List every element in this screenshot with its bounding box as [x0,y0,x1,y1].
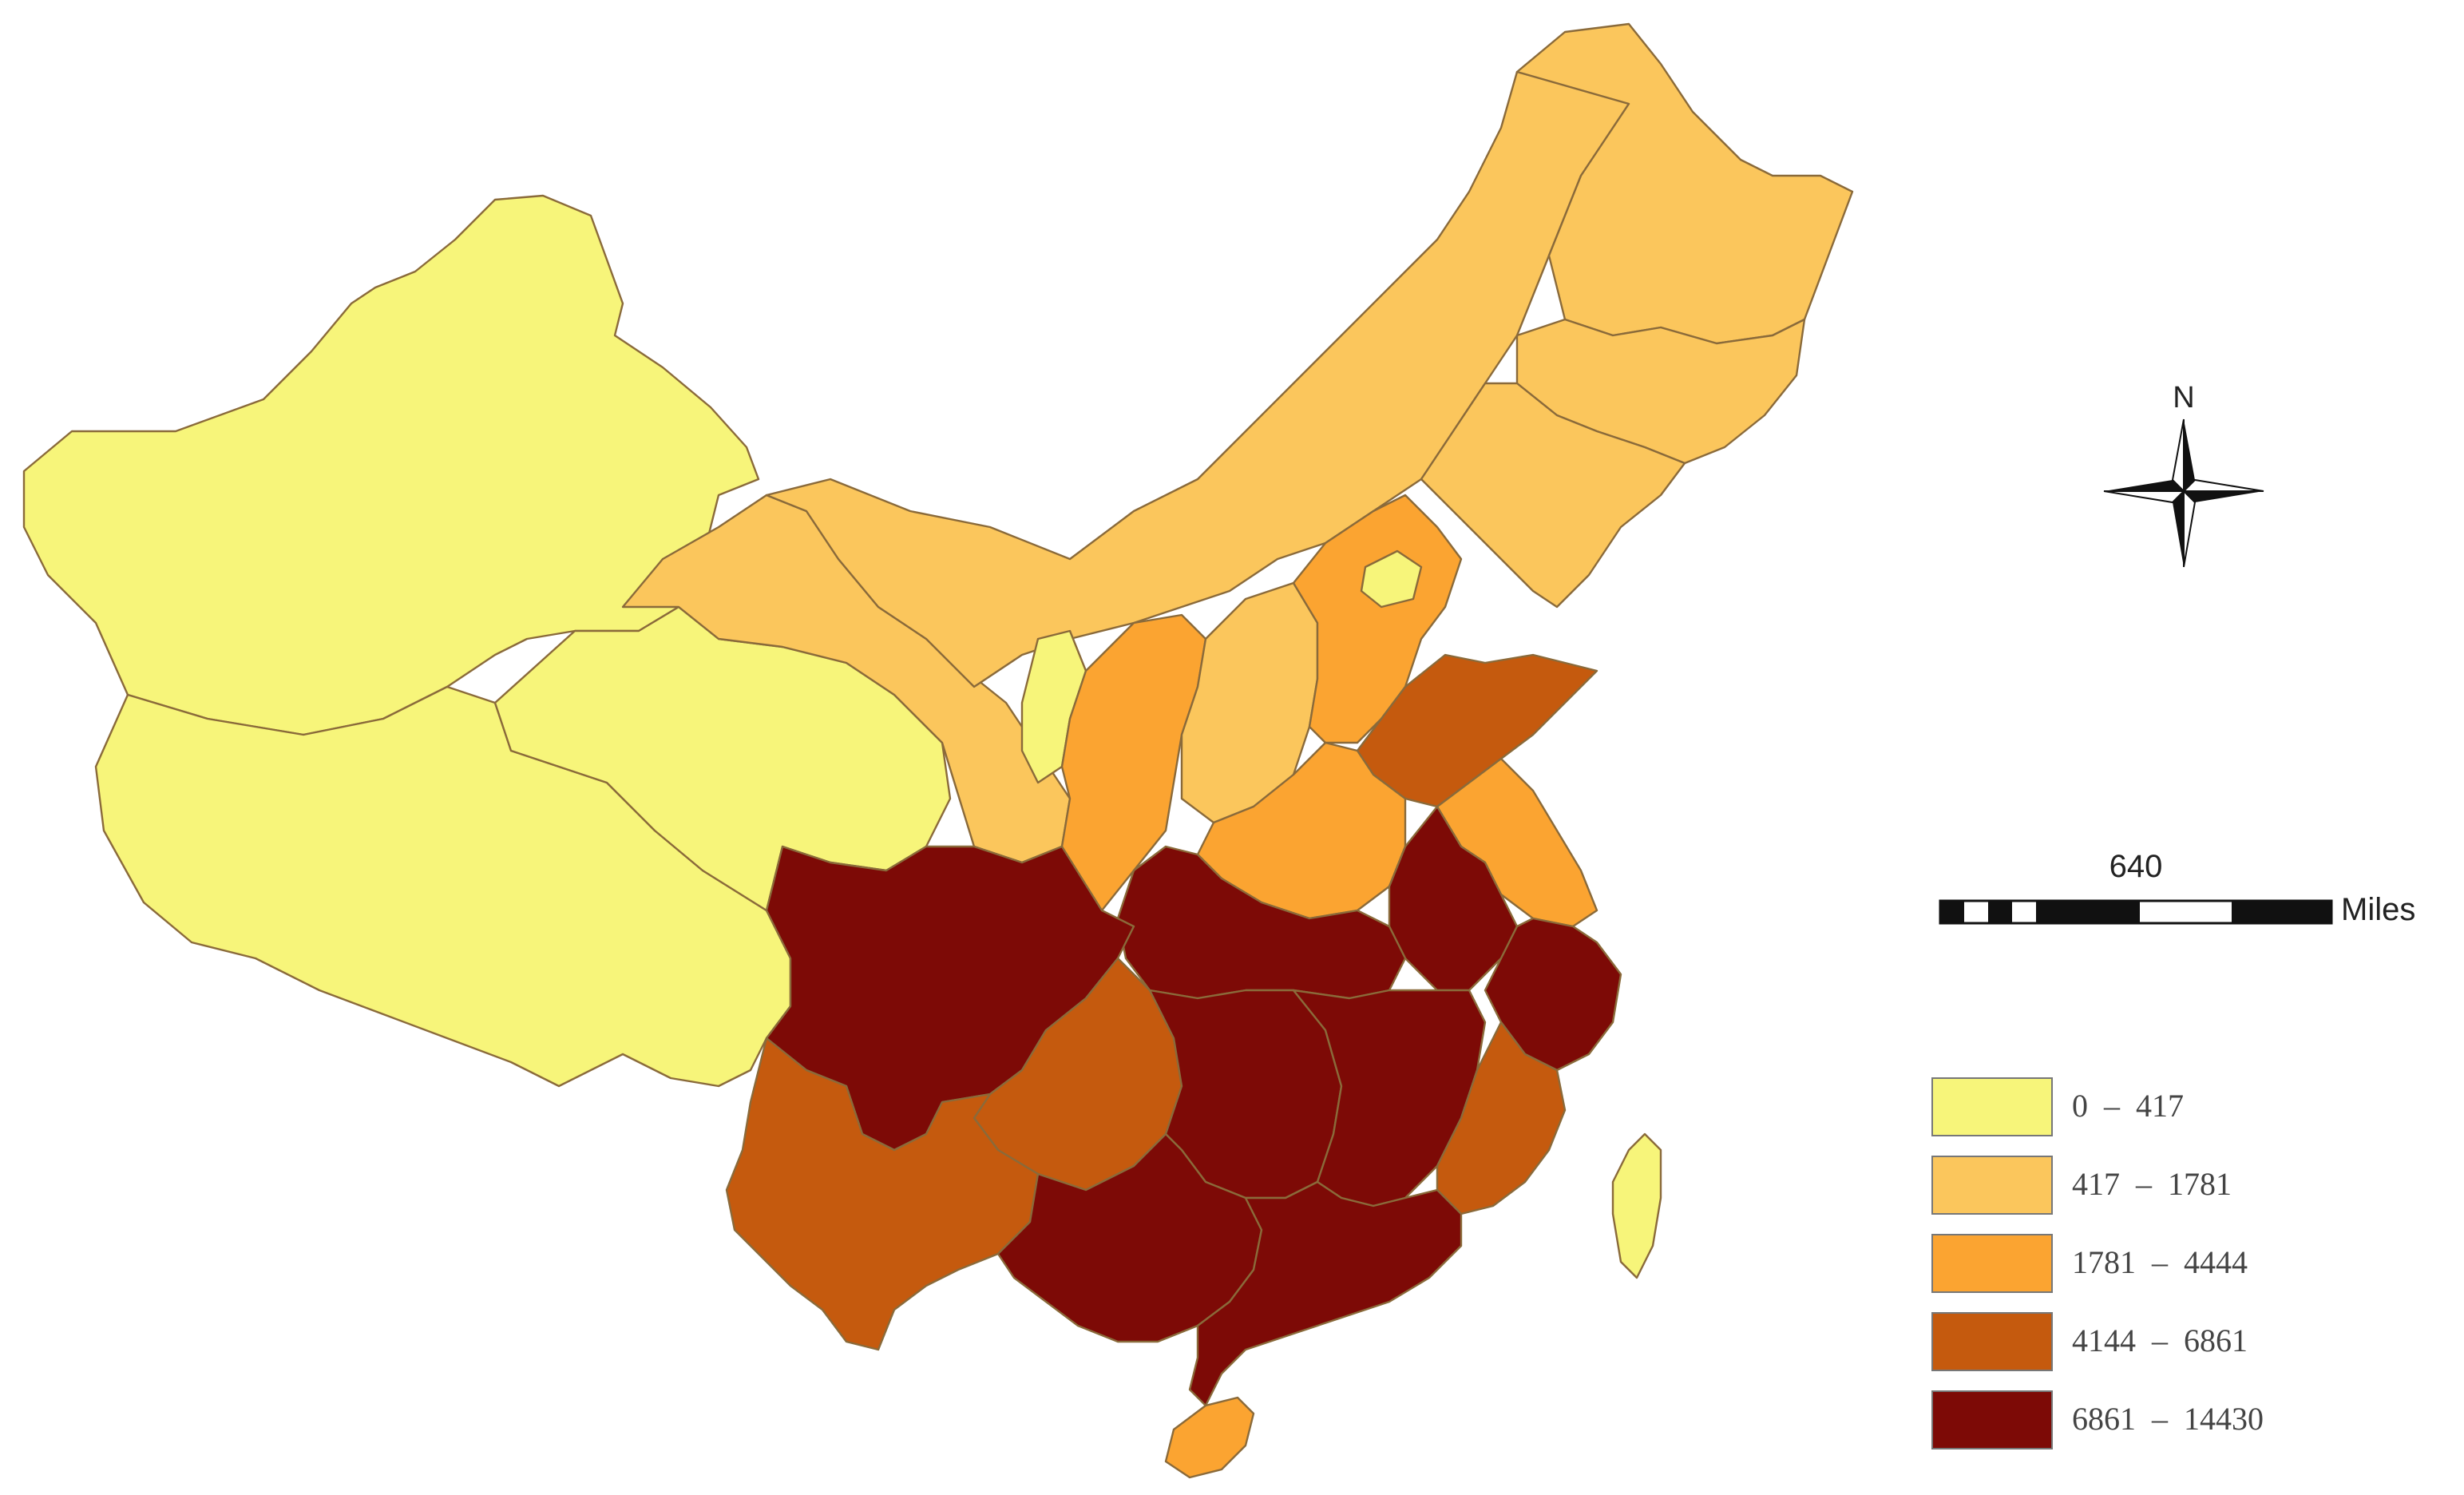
legend-label: 4144 – 6861 [2072,1322,2248,1358]
north-label: N [2173,381,2194,414]
scale-bar-unit: Miles [2341,892,2415,927]
legend-label: 1781 – 4444 [2072,1244,2248,1280]
region-beijing[interactable] [1360,549,1423,609]
scale-bar-value: 640 [2109,849,2163,884]
legend-swatch [1931,1312,2053,1371]
legend-item: 0 – 417 [1931,1077,2184,1136]
legend-item: 1781 – 4444 [1931,1234,2248,1293]
legend-item: 417 – 1781 [1931,1156,2232,1215]
legend: 0 – 417 417 – 1781 1781 – 4444 4144 – 68… [1931,1077,2264,1449]
region-shaanxi[interactable] [1060,613,1207,912]
legend-label: 417 – 1781 [2072,1166,2232,1202]
legend-swatch [1931,1234,2053,1293]
legend-swatch [1931,1077,2053,1136]
legend-swatch [1931,1390,2053,1449]
region-liaoning[interactable] [1420,382,1686,609]
region-hebei[interactable] [1292,494,1463,744]
map-regions [22,22,1854,1479]
region-guangdong[interactable] [1188,1180,1463,1407]
compass-rose-icon [2103,418,2264,568]
region-inner-mongolia[interactable] [765,46,1630,688]
region-heilongjiang[interactable] [1515,22,1854,345]
region-taiwan[interactable] [1611,1132,1662,1279]
north-arrow: N [2103,381,2264,568]
scale-bar-graphic [1939,899,2333,925]
legend-label: 6861 – 14430 [2072,1401,2264,1437]
legend-swatch [1931,1156,2053,1215]
scale-bar: 640 Miles [1939,849,2415,927]
legend-item: 6861 – 14430 [1931,1390,2264,1449]
legend-label: 0 – 417 [2072,1088,2184,1124]
region-hainan[interactable] [1164,1396,1255,1479]
legend-item: 4144 – 6861 [1931,1312,2248,1371]
region-tibet[interactable] [94,685,792,1088]
region-fujian[interactable] [1436,1021,1567,1215]
region-yunnan[interactable] [725,1037,1040,1351]
